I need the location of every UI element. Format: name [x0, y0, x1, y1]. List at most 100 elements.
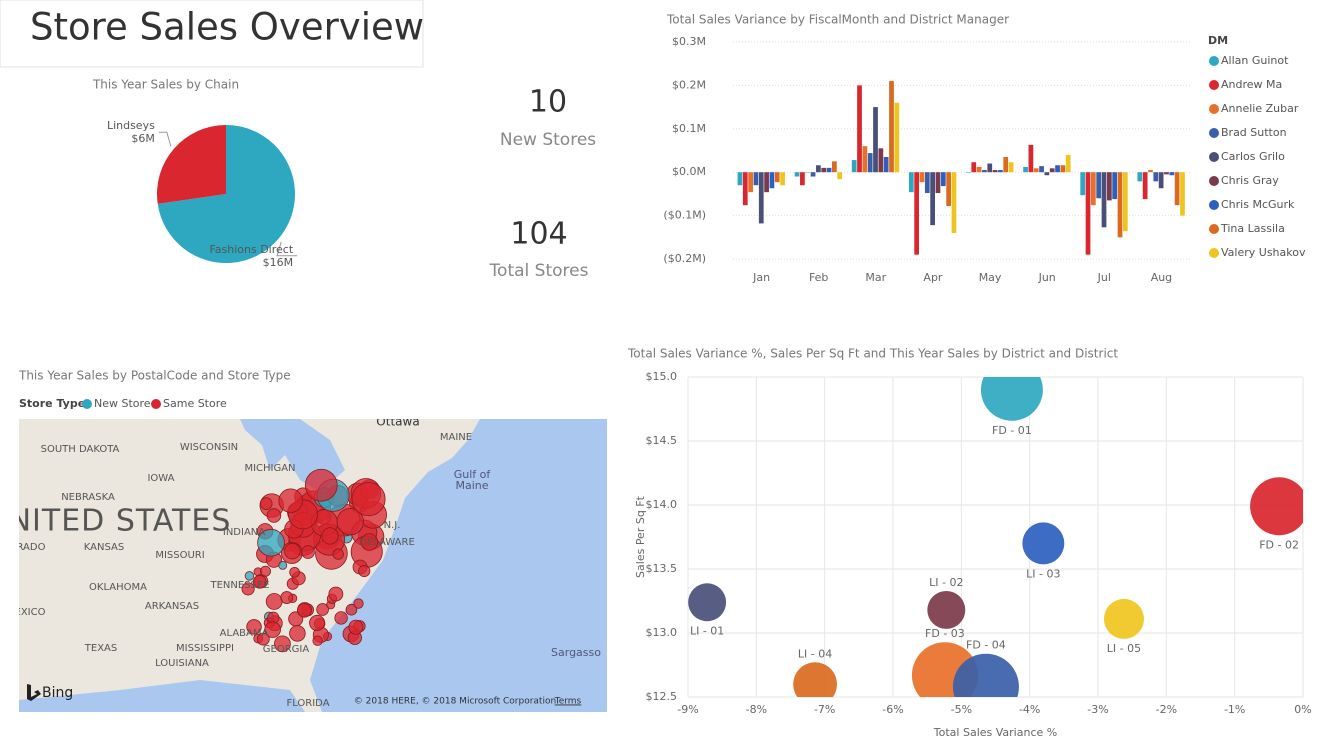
map-marker [274, 635, 291, 653]
bar [1033, 168, 1039, 173]
map-marker [304, 468, 338, 502]
bar [1158, 172, 1164, 189]
bar [982, 170, 987, 173]
map-marker [265, 593, 283, 610]
bubble [1250, 477, 1303, 536]
x-tick-label: -9% [677, 703, 698, 716]
map-marker [252, 574, 267, 589]
legend-label: Brad Sutton [1221, 126, 1287, 139]
x-tick-label: -3% [1087, 703, 1108, 716]
x-tick-label: May [979, 271, 1002, 284]
y-tick-label: $0.2M [672, 78, 706, 91]
card-value: 10 [529, 85, 567, 120]
leader-line [158, 131, 172, 147]
bar [1090, 172, 1096, 206]
point-label: LI - 04 [798, 647, 832, 660]
y-tick-label: $13.0 [646, 626, 678, 639]
map-marker [345, 603, 358, 616]
map-label: GEORGIA [263, 644, 310, 655]
bubble [952, 653, 1019, 697]
map-marker [358, 564, 371, 578]
chart-title: This Year Sales by Chain [92, 78, 239, 92]
map-label: Sargasso [551, 646, 601, 659]
point-label: FD - 02 [1259, 538, 1299, 551]
legend-swatch [82, 399, 92, 409]
point-label: FD - 04 [966, 639, 1006, 652]
bar [1142, 172, 1148, 200]
x-tick-label: Jul [1097, 271, 1111, 284]
bar [883, 157, 889, 173]
legend-swatch [1209, 152, 1219, 162]
y-axis-label: Sales Per Sq Ft [634, 495, 647, 578]
bar [769, 172, 775, 189]
legend-swatch [1209, 224, 1219, 234]
legend-label: Carlos Grilo [1221, 150, 1285, 163]
bar [862, 146, 868, 173]
bar [1049, 168, 1055, 173]
map-label: N.J. [384, 520, 401, 531]
map-marker [301, 545, 315, 559]
map[interactable]: Ottawa MAINE WISCONSIN SOUTH DAKOTA MICHIGAN… [9, 415, 607, 713]
bar [753, 172, 759, 186]
map-marker [259, 565, 271, 577]
legend-label: Allan Guinot [1221, 54, 1289, 67]
legend-label: New Store [94, 397, 151, 410]
bar [805, 172, 811, 173]
legend-label: Andrew Ma [1221, 78, 1282, 91]
map-label: MICHIGAN [244, 463, 295, 474]
map-marker [256, 632, 270, 646]
bar [800, 172, 805, 186]
bar [837, 172, 843, 180]
x-tick-label: -6% [882, 703, 903, 716]
map-terms[interactable]: Terms [554, 697, 582, 707]
bar [998, 170, 1003, 173]
legend-swatch [1209, 248, 1219, 258]
bar [867, 153, 873, 173]
map-marker [309, 614, 326, 631]
pie-slice [157, 125, 296, 263]
map-label: ARKANSAS [145, 601, 199, 612]
bar [894, 102, 900, 173]
y-tick-label: $0.0M [672, 165, 706, 178]
bar [1039, 166, 1044, 173]
legend-swatch [1209, 104, 1219, 114]
y-tick-label: $14.5 [646, 434, 678, 447]
pie-label: Fashions Direct [209, 243, 293, 256]
bar [1180, 172, 1185, 216]
bar [1117, 172, 1123, 238]
map-label: MAINE [440, 432, 472, 443]
map-marker [351, 482, 386, 517]
x-tick-label: -1% [1224, 703, 1245, 716]
point-label: LI - 02 [929, 576, 963, 589]
map-marker [244, 571, 255, 581]
y-tick-label: $14.0 [646, 498, 678, 511]
bar [821, 167, 827, 173]
bar [889, 81, 894, 173]
bar [1065, 154, 1071, 173]
bar [1080, 172, 1086, 196]
map-label: EXICO [15, 607, 46, 618]
bar [976, 166, 982, 173]
bar [873, 107, 878, 173]
bar [908, 172, 914, 193]
bar [810, 172, 816, 177]
bar [878, 148, 884, 173]
map-marker [297, 603, 312, 618]
bar [1169, 172, 1175, 176]
map-label: Ottawa [376, 415, 419, 429]
map-label: OKLAHOMA [89, 582, 147, 593]
bar [737, 172, 743, 186]
map-label: MISSISSIPPI [176, 643, 234, 654]
x-tick-label: Feb [809, 271, 828, 284]
legend-label: Valery Ushakov [1221, 246, 1306, 259]
map-marker [257, 528, 285, 557]
bar [930, 172, 936, 226]
map-marker [353, 598, 364, 609]
map-label: Maine [455, 479, 488, 492]
legend-swatch [151, 399, 161, 409]
bar [1044, 172, 1050, 176]
map-label: WISCONSIN [180, 442, 238, 453]
bar [992, 170, 998, 173]
map-label: KANSAS [84, 542, 124, 553]
map-label: LOUISIANA [155, 658, 209, 669]
